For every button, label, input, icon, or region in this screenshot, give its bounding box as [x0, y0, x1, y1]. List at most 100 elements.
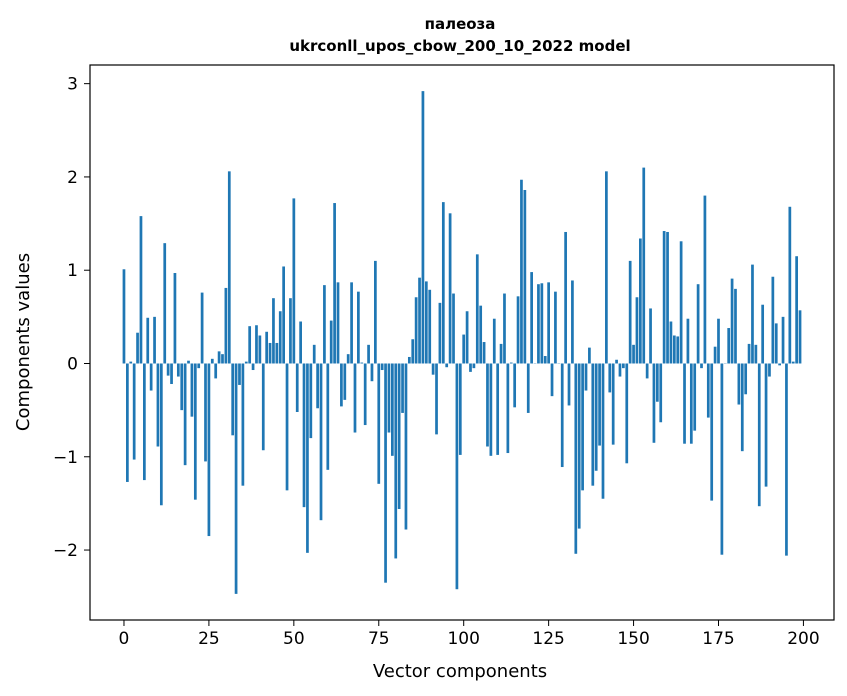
bar — [666, 231, 669, 364]
bar — [380, 363, 384, 371]
bar — [605, 171, 608, 364]
bar — [509, 362, 513, 364]
bar — [180, 363, 184, 411]
bar — [499, 343, 503, 364]
bar — [720, 363, 724, 555]
bar — [295, 363, 299, 412]
bar — [234, 363, 238, 594]
bar — [751, 264, 754, 364]
bar — [122, 269, 126, 364]
bar — [516, 296, 520, 364]
bar — [374, 260, 377, 364]
x-tick-label: 75 — [368, 629, 390, 649]
bar — [625, 363, 629, 464]
bar — [136, 332, 139, 364]
bar — [747, 343, 751, 364]
y-tick-label: 0 — [67, 354, 78, 374]
bar — [275, 342, 279, 364]
bar — [411, 339, 415, 364]
bar — [394, 363, 398, 559]
bar — [492, 318, 496, 364]
x-tick-label: 25 — [198, 629, 220, 649]
bar — [479, 305, 483, 364]
bar — [241, 363, 245, 486]
bar — [734, 288, 737, 364]
bar — [357, 291, 360, 364]
bar — [503, 293, 506, 364]
bar — [642, 167, 646, 364]
bar — [176, 363, 180, 377]
x-axis-label: Vector components — [373, 661, 547, 682]
bar — [448, 213, 452, 364]
bar — [377, 363, 381, 484]
bar — [139, 216, 143, 364]
bar — [696, 284, 700, 364]
bar — [268, 342, 272, 364]
bar — [197, 363, 201, 369]
bar — [173, 273, 177, 364]
x-axis-ticks: 0 25 50 75 100 125 150 175 200 — [119, 620, 820, 649]
bar — [319, 363, 323, 521]
bar — [190, 363, 194, 417]
bar — [336, 282, 340, 364]
x-tick-label: 150 — [617, 629, 649, 649]
bar — [435, 363, 438, 435]
bar — [261, 363, 265, 451]
bar — [713, 346, 717, 364]
bar — [689, 363, 693, 444]
bar — [258, 335, 262, 364]
y-axis-label: Components values — [13, 253, 34, 431]
bar — [363, 363, 367, 426]
bar — [601, 363, 605, 499]
bar — [431, 363, 435, 375]
bar — [618, 363, 622, 377]
bar — [469, 363, 472, 372]
bar — [615, 359, 618, 364]
bar — [574, 363, 578, 554]
bar — [407, 356, 411, 364]
bar — [686, 318, 690, 364]
bar — [333, 203, 336, 364]
bar — [346, 354, 350, 364]
bar — [132, 363, 136, 460]
bar — [231, 363, 235, 436]
bar — [591, 363, 595, 486]
bar — [200, 292, 204, 364]
bar — [292, 198, 296, 364]
bar — [299, 321, 302, 364]
bar — [187, 360, 190, 364]
x-tick-label: 200 — [787, 629, 819, 649]
bar — [632, 344, 635, 364]
bar — [639, 238, 642, 364]
bar — [655, 363, 659, 402]
bar — [537, 284, 540, 364]
bar — [652, 363, 656, 443]
y-tick-label: 3 — [67, 75, 78, 95]
bar — [445, 363, 449, 368]
bar — [285, 363, 289, 491]
bar — [622, 363, 625, 369]
bar — [210, 358, 214, 364]
bar — [649, 308, 652, 364]
bar — [744, 363, 748, 395]
bar — [418, 277, 421, 364]
bar — [455, 363, 459, 590]
bar — [486, 363, 489, 447]
bar — [588, 347, 591, 364]
bar — [489, 363, 493, 456]
bar — [343, 363, 347, 400]
bar — [683, 363, 686, 444]
bar — [289, 298, 292, 364]
chart-title-line1: палеоза — [425, 15, 496, 33]
bar — [384, 363, 387, 583]
bar — [251, 363, 255, 371]
bar — [547, 282, 550, 364]
bar — [370, 363, 374, 382]
bar — [791, 361, 795, 364]
bar — [710, 363, 714, 501]
bar — [679, 241, 683, 364]
x-tick-label: 100 — [447, 629, 479, 649]
x-tick-label: 125 — [532, 629, 564, 649]
